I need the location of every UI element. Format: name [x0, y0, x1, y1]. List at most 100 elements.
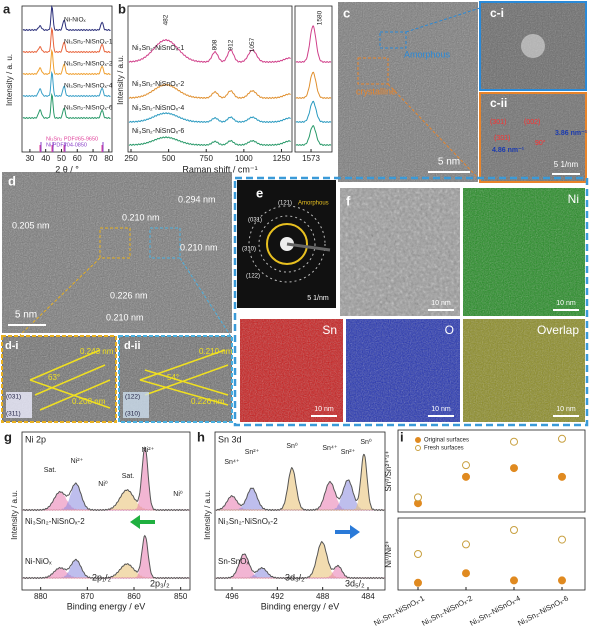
lattice-lines	[139, 349, 229, 406]
y-label: Sn⁰/Sn²⁺'⁴⁺	[384, 450, 393, 491]
peak-label: Ni²⁺	[71, 458, 84, 465]
spectrum	[22, 447, 190, 511]
spectrum	[295, 125, 332, 146]
legend-marker	[415, 445, 421, 451]
panel-label: a	[3, 1, 11, 16]
annotation: (301)	[490, 119, 506, 126]
annotation: 0.243 nm	[80, 347, 114, 356]
annotation: 0.208 nm	[72, 397, 106, 406]
region-box	[149, 227, 181, 259]
legend-marker	[415, 437, 421, 443]
peak-label: 1580	[316, 10, 323, 25]
annotation: 54°	[167, 373, 179, 382]
point	[558, 434, 566, 443]
saed-ring	[258, 215, 316, 273]
x-tick-label: 1573	[302, 154, 320, 163]
panel-label: d	[8, 173, 16, 188]
point	[510, 526, 518, 534]
annotation: 4.86 nm⁻¹	[492, 147, 525, 154]
legend-label: Fresh surfaces	[424, 446, 464, 452]
y-label: Ni⁰/Ni²⁺	[384, 540, 393, 567]
plot-frame	[294, 5, 333, 153]
x-tick-label: Ni₃Sn₂-NiSnOₓ-4	[468, 594, 522, 628]
peak-label: 912	[227, 39, 234, 50]
region-box	[99, 227, 131, 259]
spectrum	[128, 83, 291, 100]
point	[510, 464, 518, 473]
y-label: Intensity / a. u.	[5, 54, 14, 106]
eds-noise	[463, 319, 585, 422]
scale-label: 5 nm	[438, 157, 460, 168]
plot-frame	[21, 5, 113, 153]
panel-label: c	[343, 5, 350, 20]
eds-noise	[346, 319, 460, 422]
x-tick-label: 492	[271, 592, 285, 601]
spectrum	[22, 26, 111, 54]
annotation: 3.86 nm⁻¹	[555, 130, 588, 137]
orbital-label: 3d₃/₂	[285, 572, 305, 582]
x-tick-label: 80	[104, 154, 113, 163]
scale-label: 5 1/nm	[307, 295, 329, 302]
x-tick-label: 484	[361, 592, 375, 601]
peak-label: Ni²⁺	[142, 447, 155, 454]
arrow	[130, 515, 155, 529]
annotation: crystalline	[356, 86, 396, 96]
spectrum	[295, 25, 332, 63]
plot-frame	[397, 517, 586, 591]
arrow	[335, 525, 360, 539]
spectrum	[295, 100, 332, 123]
connector	[19, 257, 101, 336]
annotation: 0.205 nm	[12, 220, 50, 230]
peak-label: Ni⁰	[98, 480, 108, 488]
map-label: Overlap	[537, 323, 579, 337]
eds-noise	[463, 188, 585, 316]
spectrum	[128, 112, 291, 124]
point	[462, 472, 470, 481]
spectrum	[22, 446, 190, 512]
point	[414, 550, 422, 558]
x-tick-label: 750	[200, 154, 214, 163]
panel-label: e	[256, 185, 263, 200]
annotation: 0.210 nm	[106, 312, 144, 322]
annotation: 0.210 nm	[180, 242, 218, 252]
eds-noise	[240, 319, 343, 422]
scale-label: 10 nm	[431, 300, 451, 307]
point	[414, 493, 422, 502]
dashed-frame	[233, 176, 589, 427]
spectrum	[22, 4, 111, 32]
peak-label: Sn⁰	[286, 442, 298, 450]
spectrum	[128, 38, 291, 64]
panel-label: c-ii	[490, 96, 507, 110]
spectrum	[22, 92, 111, 120]
point	[510, 576, 518, 585]
annotation: (002)	[524, 119, 540, 126]
peak-label: Sn²⁺	[341, 449, 356, 456]
sample-label: Ni₃Sn₂-NiSnOₓ-2	[218, 517, 278, 526]
peak-label: Sat.	[122, 473, 135, 480]
map-label: O	[445, 323, 454, 337]
peak-label: Sat.	[44, 467, 57, 474]
spectrum	[22, 70, 111, 98]
plot-frame	[214, 431, 386, 591]
connector	[387, 83, 481, 181]
legend-label: Ni-NiOₓ	[64, 17, 86, 24]
panel-label: d-i	[5, 340, 18, 352]
peak-label: Sn⁴⁺	[322, 445, 338, 452]
legend-label: Ni₃Sn₂-NiSnOₓ-4	[64, 83, 113, 90]
peak-label: 1057	[249, 37, 256, 52]
spectrum	[215, 540, 385, 580]
sample-label: Ni-NiOₓ	[25, 557, 52, 566]
saed-ring	[266, 223, 308, 265]
haadf-noise	[340, 188, 460, 316]
x-tick-label: 880	[34, 592, 48, 601]
annotation: 90°	[535, 139, 546, 147]
scale-label: 10 nm	[556, 300, 576, 307]
peak-label: Ni⁰	[173, 490, 183, 498]
x-tick-label: Ni₃Sn₂-NiSnOₓ-2	[420, 594, 474, 628]
annotation: (301)	[494, 135, 510, 142]
annotation: 0.226 nm	[191, 397, 225, 406]
point	[510, 437, 518, 446]
fft-noise	[481, 94, 585, 181]
x-tick-label: 860	[127, 592, 141, 601]
panel-label: g	[4, 429, 12, 444]
